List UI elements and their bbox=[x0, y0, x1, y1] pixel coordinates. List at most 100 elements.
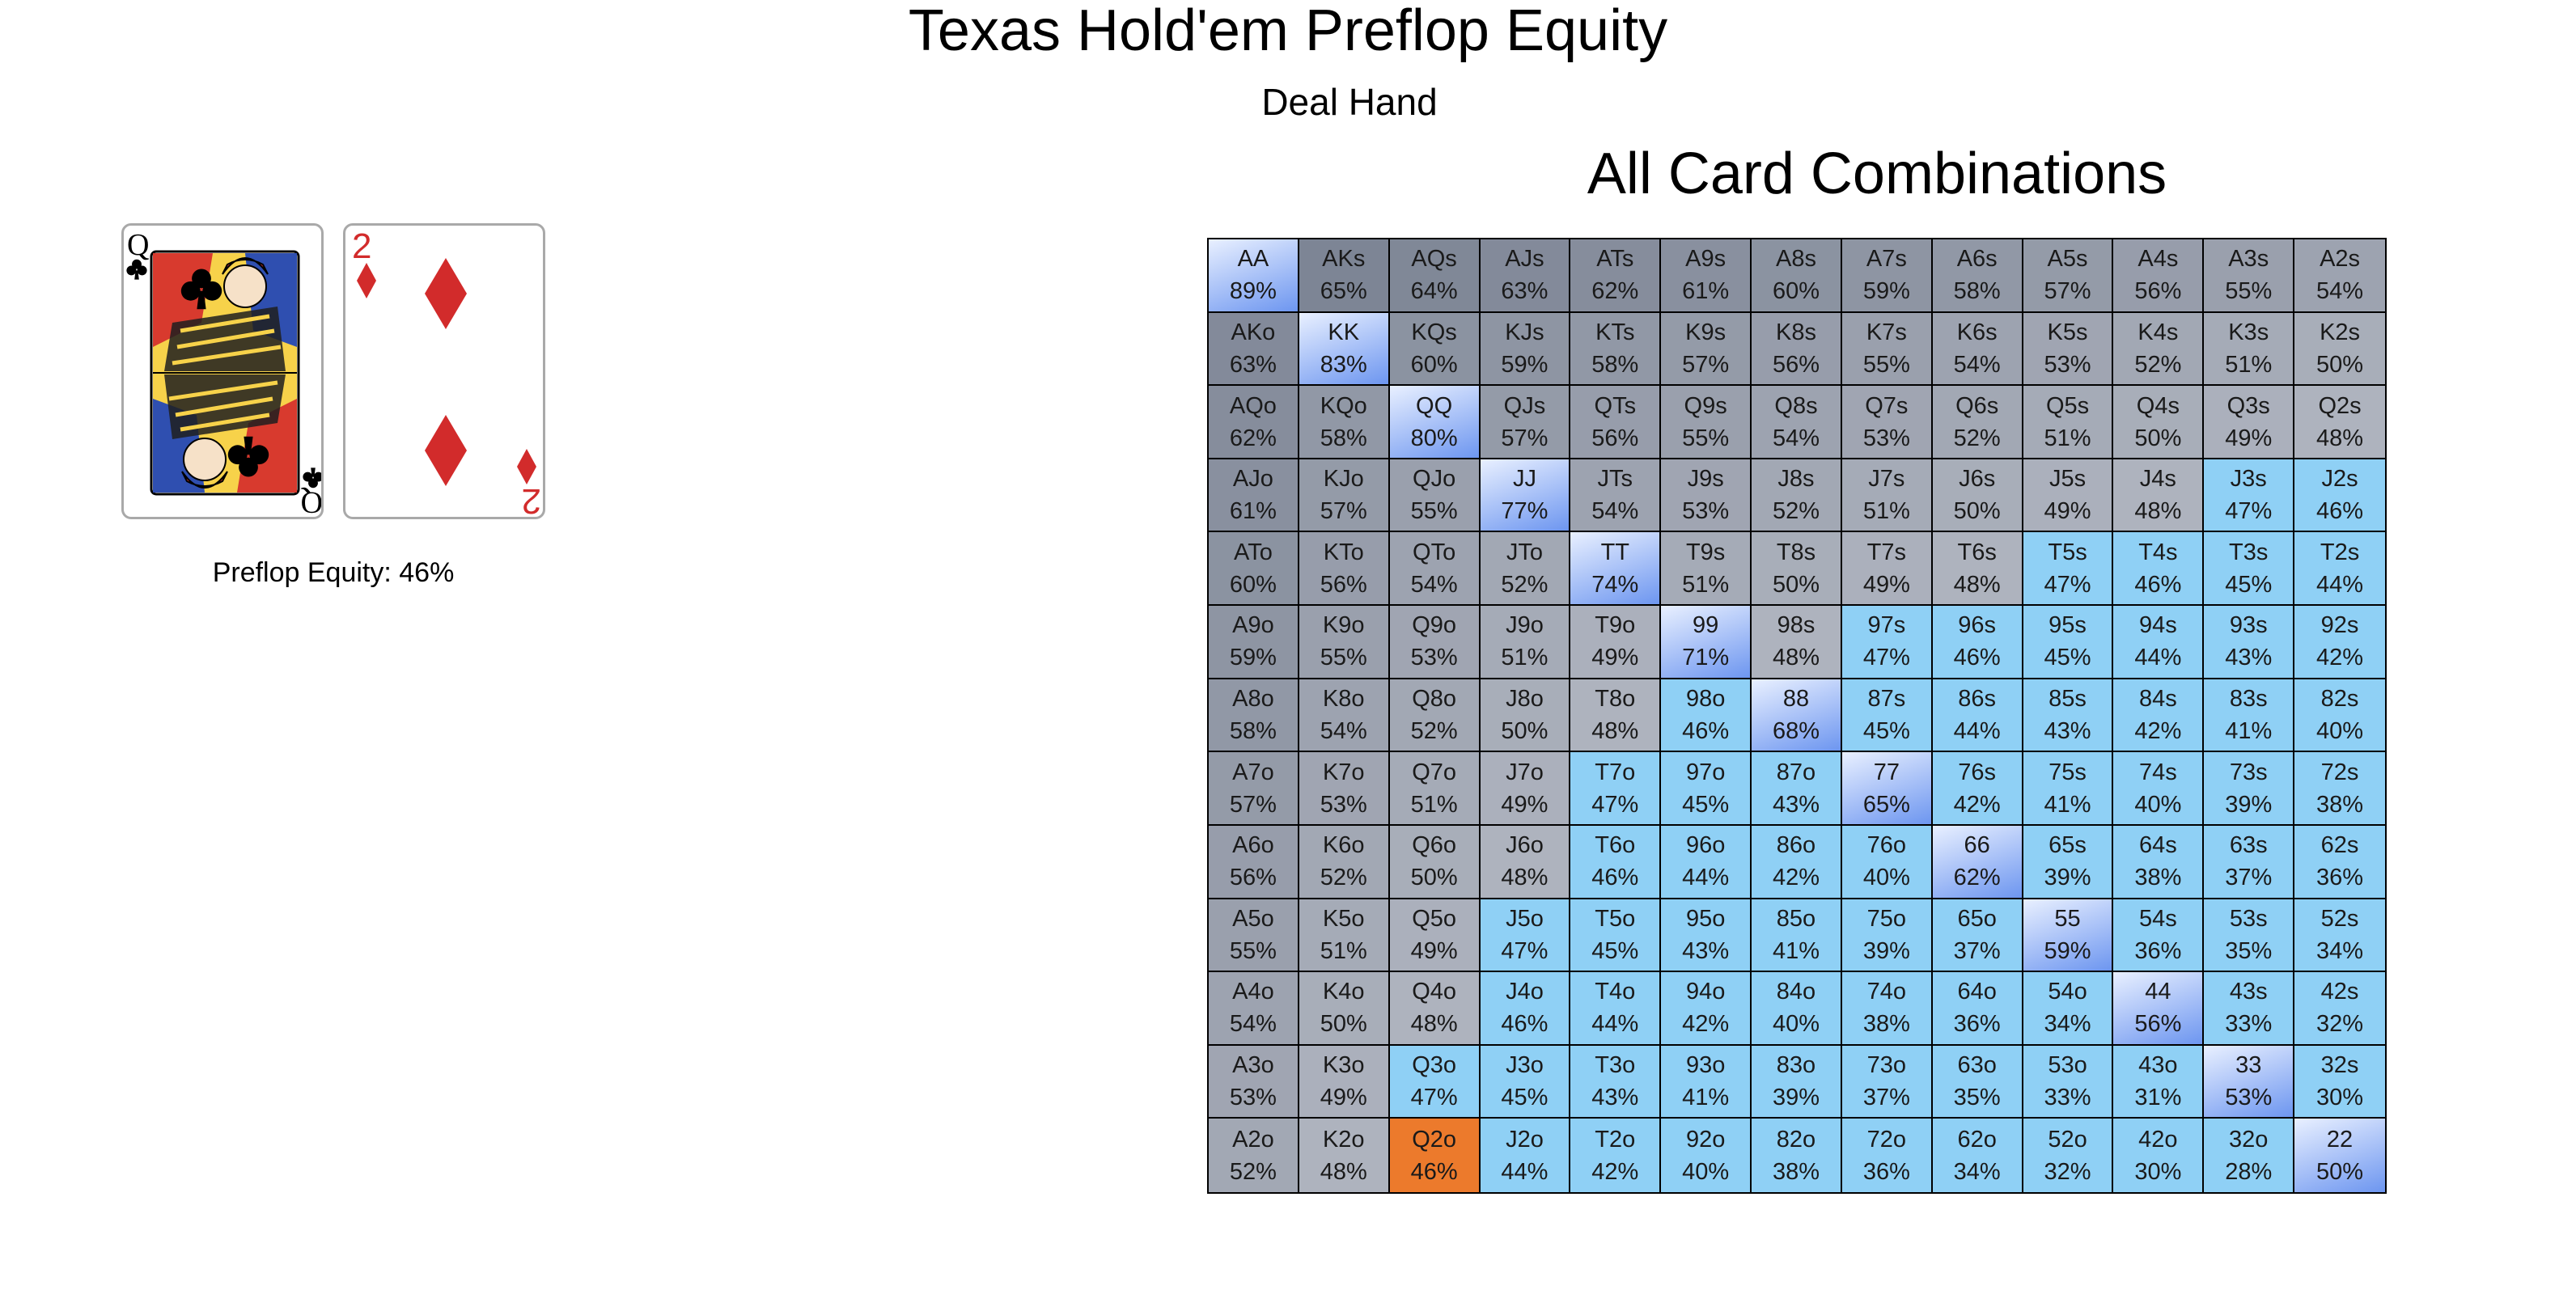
hand-cell-83o[interactable]: 83o 39% bbox=[1752, 1045, 1842, 1119]
hand-cell-87o[interactable]: 87o 43% bbox=[1752, 752, 1842, 826]
hand-cell-74s[interactable]: 74s 40% bbox=[2113, 752, 2205, 826]
hand-cell-j9s[interactable]: J9s 53% bbox=[1661, 459, 1752, 533]
hand-cell-ato[interactable]: ATo 60% bbox=[1209, 532, 1299, 607]
hand-cell-a8s[interactable]: A8s 60% bbox=[1752, 239, 1842, 313]
hand-cell-82s[interactable]: 82s 40% bbox=[2294, 679, 2385, 753]
hand-cell-84s[interactable]: 84s 42% bbox=[2113, 679, 2205, 753]
hand-cell-q7s[interactable]: Q7s 53% bbox=[1841, 386, 1933, 459]
hand-cell-q7o[interactable]: Q7o 51% bbox=[1389, 752, 1481, 826]
hand-cell-88[interactable]: 88 68% bbox=[1752, 679, 1842, 753]
hand-cell-99[interactable]: 99 71% bbox=[1661, 606, 1752, 679]
hand-cell-84o[interactable]: 84o 40% bbox=[1752, 972, 1842, 1046]
hand-cell-98o[interactable]: 98o 46% bbox=[1661, 679, 1752, 753]
hand-cell-92o[interactable]: 92o 40% bbox=[1661, 1119, 1752, 1192]
hand-cell-64o[interactable]: 64o 36% bbox=[1932, 972, 2023, 1046]
hand-cell-tt[interactable]: TT 74% bbox=[1570, 532, 1662, 607]
hand-cell-q3o[interactable]: Q3o 47% bbox=[1389, 1045, 1481, 1119]
hand-cell-j6o[interactable]: J6o 48% bbox=[1480, 825, 1571, 899]
hand-cell-85o[interactable]: 85o 41% bbox=[1752, 899, 1842, 973]
hand-cell-kjs[interactable]: KJs 59% bbox=[1480, 312, 1571, 387]
hand-cell-t2o[interactable]: T2o 42% bbox=[1570, 1119, 1662, 1192]
hand-cell-k8o[interactable]: K8o 54% bbox=[1299, 679, 1390, 753]
hand-cell-65s[interactable]: 65s 39% bbox=[2023, 825, 2114, 899]
hand-cell-j2o[interactable]: J2o 44% bbox=[1480, 1119, 1571, 1192]
hand-cell-q4s[interactable]: Q4s 50% bbox=[2113, 386, 2205, 459]
hand-cell-76s[interactable]: 76s 42% bbox=[1932, 752, 2023, 826]
hand-cell-a3s[interactable]: A3s 55% bbox=[2204, 239, 2295, 313]
hand-cell-j5o[interactable]: J5o 47% bbox=[1480, 899, 1571, 973]
hand-cell-t9o[interactable]: T9o 49% bbox=[1570, 606, 1662, 679]
hand-cell-94s[interactable]: 94s 44% bbox=[2113, 606, 2205, 679]
hand-cell-jj[interactable]: JJ 77% bbox=[1480, 459, 1571, 533]
hand-cell-62o[interactable]: 62o 34% bbox=[1932, 1119, 2023, 1192]
hand-cell-j8s[interactable]: J8s 52% bbox=[1752, 459, 1842, 533]
hand-cell-53s[interactable]: 53s 35% bbox=[2204, 899, 2295, 973]
hand-cell-t6s[interactable]: T6s 48% bbox=[1932, 532, 2023, 607]
hand-cell-83s[interactable]: 83s 41% bbox=[2204, 679, 2295, 753]
hand-cell-53o[interactable]: 53o 33% bbox=[2023, 1045, 2114, 1119]
hand-cell-kk[interactable]: KK 83% bbox=[1299, 312, 1390, 387]
hand-cell-qto[interactable]: QTo 54% bbox=[1389, 532, 1481, 607]
hand-cell-63s[interactable]: 63s 37% bbox=[2204, 825, 2295, 899]
hand-cell-aks[interactable]: AKs 65% bbox=[1299, 239, 1390, 313]
hand-cell-k4o[interactable]: K4o 50% bbox=[1299, 972, 1390, 1046]
hand-cell-75o[interactable]: 75o 39% bbox=[1841, 899, 1933, 973]
hand-cell-q8o[interactable]: Q8o 52% bbox=[1389, 679, 1481, 753]
hand-cell-a5s[interactable]: A5s 57% bbox=[2023, 239, 2114, 313]
hand-cell-33[interactable]: 33 53% bbox=[2204, 1045, 2295, 1119]
hand-cell-q6s[interactable]: Q6s 52% bbox=[1932, 386, 2023, 459]
hand-cell-97s[interactable]: 97s 47% bbox=[1841, 606, 1933, 679]
hand-cell-t3s[interactable]: T3s 45% bbox=[2204, 532, 2295, 607]
hand-cell-a3o[interactable]: A3o 53% bbox=[1209, 1045, 1299, 1119]
hand-cell-j4s[interactable]: J4s 48% bbox=[2113, 459, 2205, 533]
hand-cell-aqs[interactable]: AQs 64% bbox=[1389, 239, 1481, 313]
hand-cell-66[interactable]: 66 62% bbox=[1932, 825, 2023, 899]
hand-cell-64s[interactable]: 64s 38% bbox=[2113, 825, 2205, 899]
hand-cell-k9s[interactable]: K9s 57% bbox=[1661, 312, 1752, 387]
hand-cell-42o[interactable]: 42o 30% bbox=[2113, 1119, 2205, 1192]
hand-cell-k3s[interactable]: K3s 51% bbox=[2204, 312, 2295, 387]
hand-cell-k7o[interactable]: K7o 53% bbox=[1299, 752, 1390, 826]
hand-cell-a9s[interactable]: A9s 61% bbox=[1661, 239, 1752, 313]
hand-cell-q6o[interactable]: Q6o 50% bbox=[1389, 825, 1481, 899]
hand-cell-k5o[interactable]: K5o 51% bbox=[1299, 899, 1390, 973]
hand-cell-72o[interactable]: 72o 36% bbox=[1841, 1119, 1933, 1192]
hand-cell-a2o[interactable]: A2o 52% bbox=[1209, 1119, 1299, 1192]
hand-cell-kjo[interactable]: KJo 57% bbox=[1299, 459, 1390, 533]
hand-cell-85s[interactable]: 85s 43% bbox=[2023, 679, 2114, 753]
hand-cell-a2s[interactable]: A2s 54% bbox=[2294, 239, 2385, 313]
hand-cell-87s[interactable]: 87s 45% bbox=[1841, 679, 1933, 753]
hand-cell-a4s[interactable]: A4s 56% bbox=[2113, 239, 2205, 313]
hand-cell-t5s[interactable]: T5s 47% bbox=[2023, 532, 2114, 607]
hand-cell-t2s[interactable]: T2s 44% bbox=[2294, 532, 2385, 607]
hand-cell-a4o[interactable]: A4o 54% bbox=[1209, 972, 1299, 1046]
hand-cell-kts[interactable]: KTs 58% bbox=[1570, 312, 1662, 387]
hand-cell-k9o[interactable]: K9o 55% bbox=[1299, 606, 1390, 679]
hand-cell-t7o[interactable]: T7o 47% bbox=[1570, 752, 1662, 826]
hand-cell-a6s[interactable]: A6s 58% bbox=[1932, 239, 2023, 313]
hand-cell-j3s[interactable]: J3s 47% bbox=[2204, 459, 2295, 533]
hand-cell-77[interactable]: 77 65% bbox=[1841, 752, 1933, 826]
hand-cell-55[interactable]: 55 59% bbox=[2023, 899, 2114, 973]
hand-cell-ats[interactable]: ATs 62% bbox=[1570, 239, 1662, 313]
hand-cell-72s[interactable]: 72s 38% bbox=[2294, 752, 2385, 826]
hand-cell-k7s[interactable]: K7s 55% bbox=[1841, 312, 1933, 387]
hand-cell-54o[interactable]: 54o 34% bbox=[2023, 972, 2114, 1046]
hand-cell-j7s[interactable]: J7s 51% bbox=[1841, 459, 1933, 533]
hand-cell-aqo[interactable]: AQo 62% bbox=[1209, 386, 1299, 459]
hand-cell-j8o[interactable]: J8o 50% bbox=[1480, 679, 1571, 753]
hand-cell-93s[interactable]: 93s 43% bbox=[2204, 606, 2295, 679]
deal-hand-button[interactable]: Deal Hand bbox=[1214, 78, 1485, 126]
hand-cell-q2s[interactable]: Q2s 48% bbox=[2294, 386, 2385, 459]
hand-cell-t5o[interactable]: T5o 45% bbox=[1570, 899, 1662, 973]
hand-cell-32o[interactable]: 32o 28% bbox=[2204, 1119, 2295, 1192]
hand-cell-93o[interactable]: 93o 41% bbox=[1661, 1045, 1752, 1119]
hand-cell-a8o[interactable]: A8o 58% bbox=[1209, 679, 1299, 753]
hand-cell-86o[interactable]: 86o 42% bbox=[1752, 825, 1842, 899]
hand-cell-95s[interactable]: 95s 45% bbox=[2023, 606, 2114, 679]
hand-cell-k2s[interactable]: K2s 50% bbox=[2294, 312, 2385, 387]
hand-cell-j5s[interactable]: J5s 49% bbox=[2023, 459, 2114, 533]
hand-cell-ajo[interactable]: AJo 61% bbox=[1209, 459, 1299, 533]
hand-cell-q2o[interactable]: Q2o 46% bbox=[1389, 1119, 1481, 1192]
hand-cell-43s[interactable]: 43s 33% bbox=[2204, 972, 2295, 1046]
